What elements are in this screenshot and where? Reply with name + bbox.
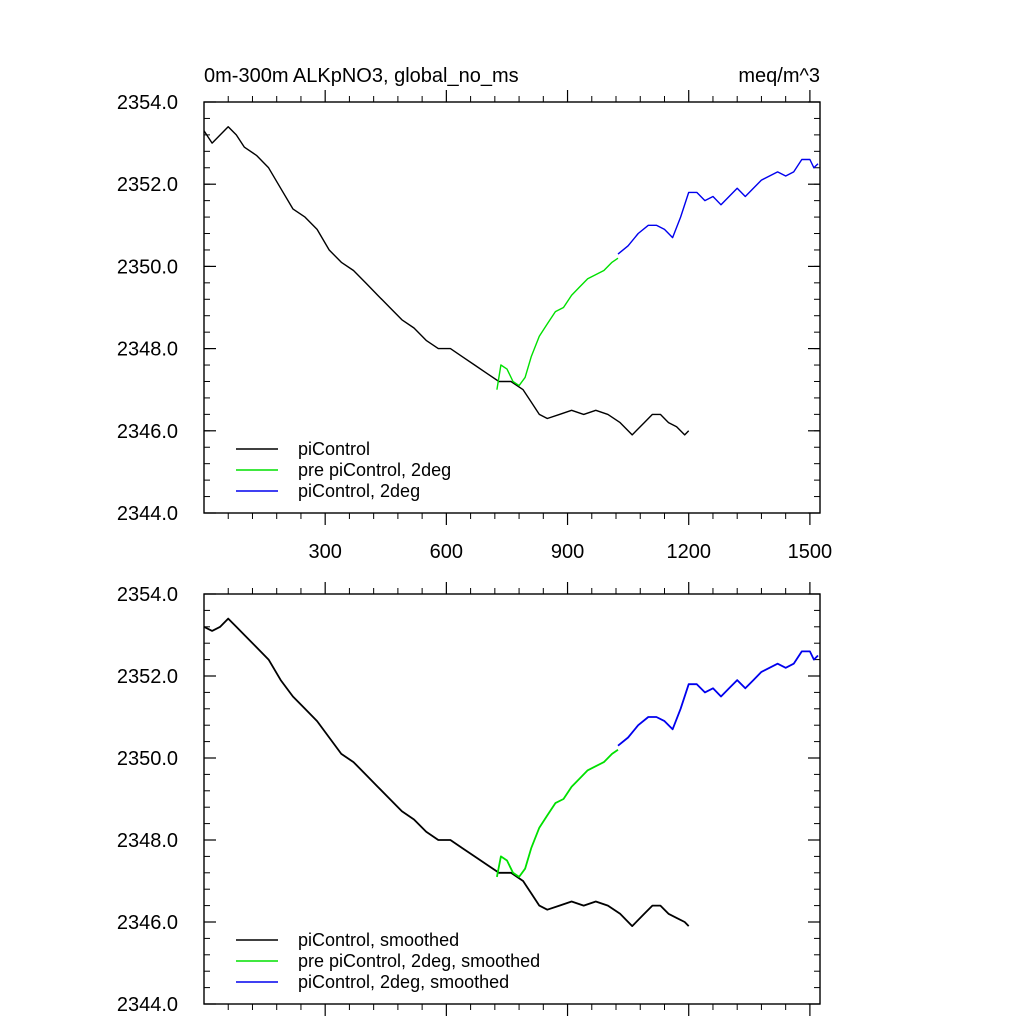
y-tick-label: 2344.0: [117, 994, 178, 1016]
y-tick-label: 2354.0: [117, 92, 178, 114]
units-label: meq/m^3: [738, 65, 820, 87]
y-tick-label: 2352.0: [117, 174, 178, 196]
plot-frame-top: [203, 101, 821, 514]
series-line-1: [203, 617, 690, 927]
series-lines-top: [203, 125, 819, 436]
plot-frame-bottom: [203, 593, 821, 1005]
series-line-3: [617, 650, 819, 747]
legend-label: piControl, smoothed: [298, 930, 459, 950]
y-tick-label: 2350.0: [117, 256, 178, 278]
y-tick-label: 2348.0: [117, 830, 178, 852]
y-tick-label: 2352.0: [117, 666, 178, 688]
series-line-1: [203, 125, 690, 436]
series-line-2: [496, 257, 619, 390]
legend-label: pre piControl, 2deg, smoothed: [298, 951, 540, 971]
series-line-3: [617, 158, 819, 255]
y-tick-label: 2348.0: [117, 339, 178, 361]
legend-label: piControl, 2deg: [298, 481, 420, 501]
legend-label: pre piControl, 2deg: [298, 460, 451, 480]
top-panel: 0m-300m ALKpNO3, global_no_ms meq/m^3 23…: [117, 65, 832, 563]
series-line-2: [496, 749, 619, 878]
y-tick-label: 2346.0: [117, 421, 178, 443]
axes-top: 2344.0 2346.0 2348.0 2350.0 2352.0 2354.0 300 6…: [117, 90, 832, 563]
legend-label: piControl: [298, 439, 370, 459]
y-tick-label: 2354.0: [117, 584, 178, 606]
bottom-panel: 2344.0 2346.0 2348.0 2350.0 2352.0 2354.0 piC…: [117, 582, 821, 1016]
x-tick-label: 1200: [666, 541, 711, 563]
chart-title: 0m-300m ALKpNO3, global_no_ms: [204, 65, 519, 87]
axes-bottom: 2344.0 2346.0 2348.0 2350.0 2352.0 2354.0: [117, 582, 820, 1016]
x-tick-label: 1500: [788, 541, 833, 563]
series-lines-bottom: [203, 617, 819, 927]
x-tick-label: 600: [430, 541, 463, 563]
y-tick-label: 2344.0: [117, 503, 178, 525]
y-tick-label: 2346.0: [117, 912, 178, 934]
legend-label: piControl, 2deg, smoothed: [298, 972, 509, 992]
x-tick-label: 300: [308, 541, 341, 563]
x-tick-label: 900: [551, 541, 584, 563]
y-tick-label: 2350.0: [117, 748, 178, 770]
